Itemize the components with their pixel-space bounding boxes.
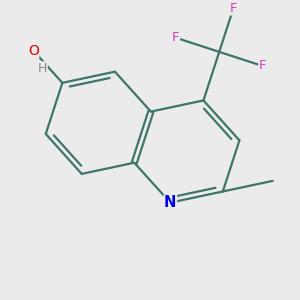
- Text: F: F: [230, 2, 237, 15]
- Text: F: F: [259, 59, 266, 73]
- Text: F: F: [172, 31, 179, 44]
- Text: H: H: [38, 62, 47, 75]
- Text: N: N: [164, 195, 176, 210]
- Text: O: O: [28, 44, 39, 58]
